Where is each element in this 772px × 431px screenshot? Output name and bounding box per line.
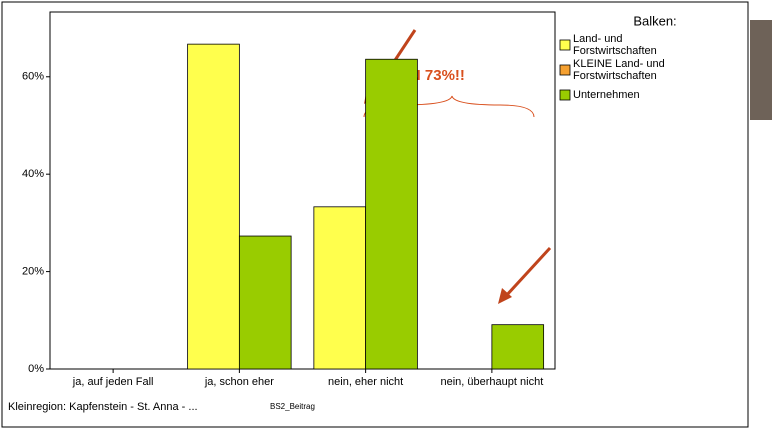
- plot-area: [49, 11, 556, 370]
- x-tick-label: nein, eher nicht: [328, 376, 403, 388]
- y-tick-label: 60%: [22, 71, 44, 83]
- x-tick-label: ja, auf jeden Fall: [72, 376, 154, 388]
- legend-swatch: [559, 39, 571, 51]
- legend-swatch: [559, 89, 571, 101]
- y-tick-label: 0%: [28, 363, 44, 375]
- legend-label: Land- und Forstwirtschaften: [573, 33, 657, 57]
- y-tick-label: 20%: [22, 265, 44, 277]
- x-tick-label: ja, schon eher: [204, 376, 274, 388]
- bar: [313, 206, 367, 370]
- legend-title: Balken:: [633, 13, 676, 28]
- legend-swatch: [559, 64, 571, 76]
- y-tick-label: 40%: [22, 168, 44, 180]
- legend-label: Unternehmen: [573, 89, 640, 101]
- footer: Kleinregion: Kapfenstein - St. Anna - ..…: [8, 401, 198, 413]
- footer-note: BS2_Beitrag: [270, 402, 315, 411]
- bar: [238, 235, 292, 370]
- bar: [187, 43, 240, 370]
- bar: [365, 58, 418, 370]
- photo: [750, 20, 772, 120]
- x-tick-label: nein, überhaupt nicht: [441, 376, 544, 388]
- legend-label: KLEINE Land- und Forstwirtschaften: [573, 58, 665, 82]
- bar: [491, 324, 545, 370]
